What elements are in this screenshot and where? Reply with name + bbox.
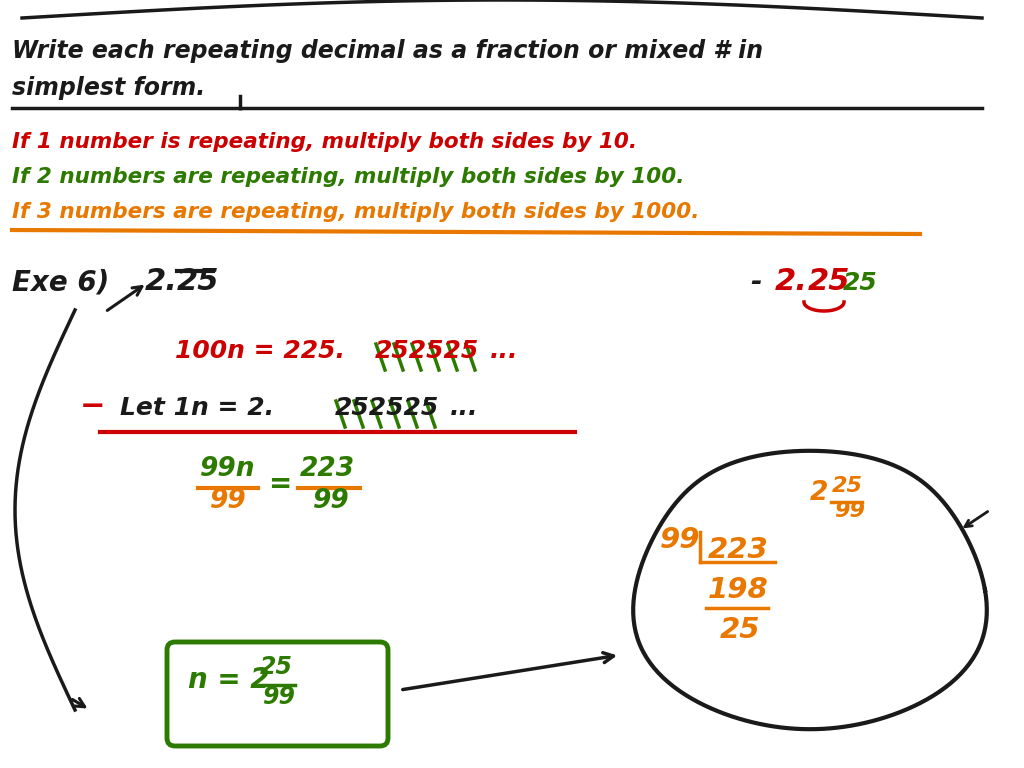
Text: 198: 198 xyxy=(708,576,769,604)
FancyBboxPatch shape xyxy=(167,642,388,746)
Text: 25: 25 xyxy=(831,476,863,496)
Text: 100n = 225.: 100n = 225. xyxy=(175,339,345,363)
Text: Exe 6): Exe 6) xyxy=(12,268,110,296)
Text: 99: 99 xyxy=(660,526,700,554)
Text: 252525: 252525 xyxy=(335,396,439,420)
Text: 99: 99 xyxy=(210,488,247,514)
Text: If 1 number is repeating, multiply both sides by 10.: If 1 number is repeating, multiply both … xyxy=(12,132,637,152)
Text: 99: 99 xyxy=(834,501,865,521)
Text: n = 2: n = 2 xyxy=(188,666,269,694)
Text: ...: ... xyxy=(490,339,518,363)
Text: 25: 25 xyxy=(843,271,878,295)
Text: 2.: 2. xyxy=(145,267,178,296)
Text: simplest form.: simplest form. xyxy=(12,76,205,100)
Text: If 2 numbers are repeating, multiply both sides by 100.: If 2 numbers are repeating, multiply bot… xyxy=(12,167,684,187)
Text: 223: 223 xyxy=(300,456,355,482)
Text: =: = xyxy=(268,470,291,498)
Text: 2.: 2. xyxy=(775,267,808,296)
Text: -: - xyxy=(750,268,762,296)
Text: Write each repeating decimal as a fraction or mixed # in: Write each repeating decimal as a fracti… xyxy=(12,39,763,63)
Text: 25: 25 xyxy=(260,655,293,679)
Text: 99: 99 xyxy=(313,488,350,514)
Text: If 3 numbers are repeating, multiply both sides by 1000.: If 3 numbers are repeating, multiply bot… xyxy=(12,202,699,222)
Text: 25: 25 xyxy=(808,267,851,296)
Text: 25: 25 xyxy=(177,267,219,296)
Text: −: − xyxy=(80,392,105,421)
Text: 25: 25 xyxy=(720,616,761,644)
Text: 99n: 99n xyxy=(200,456,256,482)
Text: Let 1n = 2.: Let 1n = 2. xyxy=(120,396,274,420)
Text: 252525: 252525 xyxy=(375,339,479,363)
Text: 99: 99 xyxy=(262,685,295,709)
Text: 2: 2 xyxy=(810,480,828,506)
Text: ...: ... xyxy=(450,396,478,420)
Text: 223: 223 xyxy=(708,536,769,564)
